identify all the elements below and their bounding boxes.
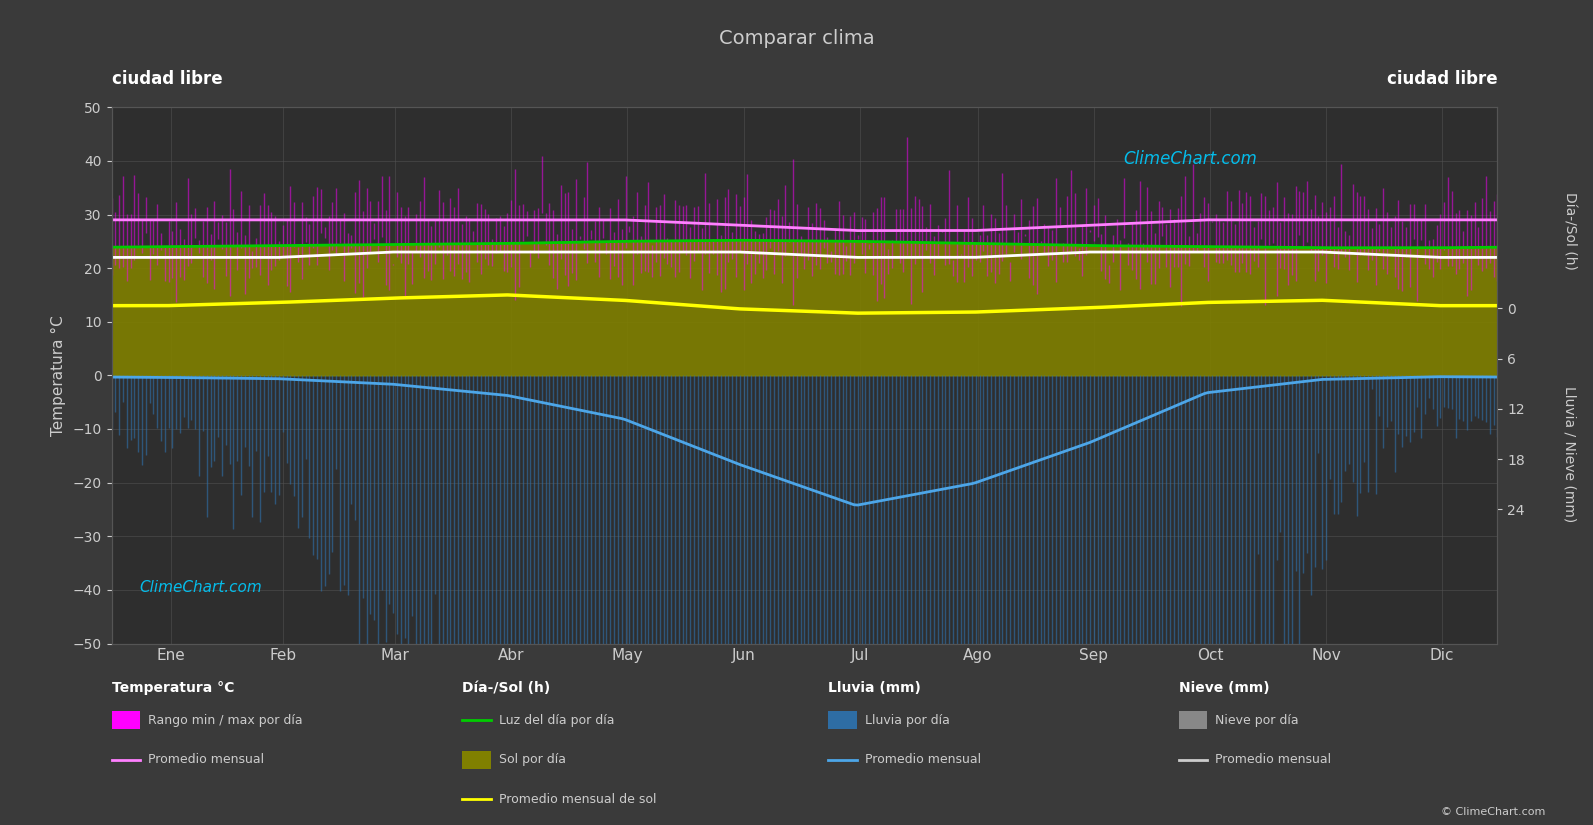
Text: Lluvia / Nieve (mm): Lluvia / Nieve (mm) xyxy=(1563,385,1575,522)
Text: Lluvia por día: Lluvia por día xyxy=(865,714,949,727)
Text: Promedio mensual: Promedio mensual xyxy=(865,753,981,766)
Text: ciudad libre: ciudad libre xyxy=(112,70,221,87)
Text: Promedio mensual: Promedio mensual xyxy=(1215,753,1332,766)
Text: Día-/Sol (h): Día-/Sol (h) xyxy=(1563,192,1575,270)
Text: Temperatura °C: Temperatura °C xyxy=(112,681,234,695)
Text: Promedio mensual: Promedio mensual xyxy=(148,753,264,766)
Text: Nieve (mm): Nieve (mm) xyxy=(1179,681,1270,695)
Text: Lluvia (mm): Lluvia (mm) xyxy=(828,681,921,695)
Text: Comparar clima: Comparar clima xyxy=(718,29,875,48)
Text: Promedio mensual de sol: Promedio mensual de sol xyxy=(499,793,656,806)
Text: Rango min / max por día: Rango min / max por día xyxy=(148,714,303,727)
Text: Luz del día por día: Luz del día por día xyxy=(499,714,615,727)
Text: Sol por día: Sol por día xyxy=(499,753,566,766)
Text: ClimeChart.com: ClimeChart.com xyxy=(1123,150,1257,168)
Text: © ClimeChart.com: © ClimeChart.com xyxy=(1440,807,1545,817)
Bar xyxy=(1179,711,1207,729)
Text: Nieve por día: Nieve por día xyxy=(1215,714,1298,727)
Y-axis label: Temperatura °C: Temperatura °C xyxy=(51,315,65,436)
Text: ClimeChart.com: ClimeChart.com xyxy=(139,580,261,596)
Bar xyxy=(462,751,491,769)
Bar xyxy=(112,711,140,729)
Text: Día-/Sol (h): Día-/Sol (h) xyxy=(462,681,550,695)
Text: ciudad libre: ciudad libre xyxy=(1388,70,1497,87)
Bar xyxy=(828,711,857,729)
